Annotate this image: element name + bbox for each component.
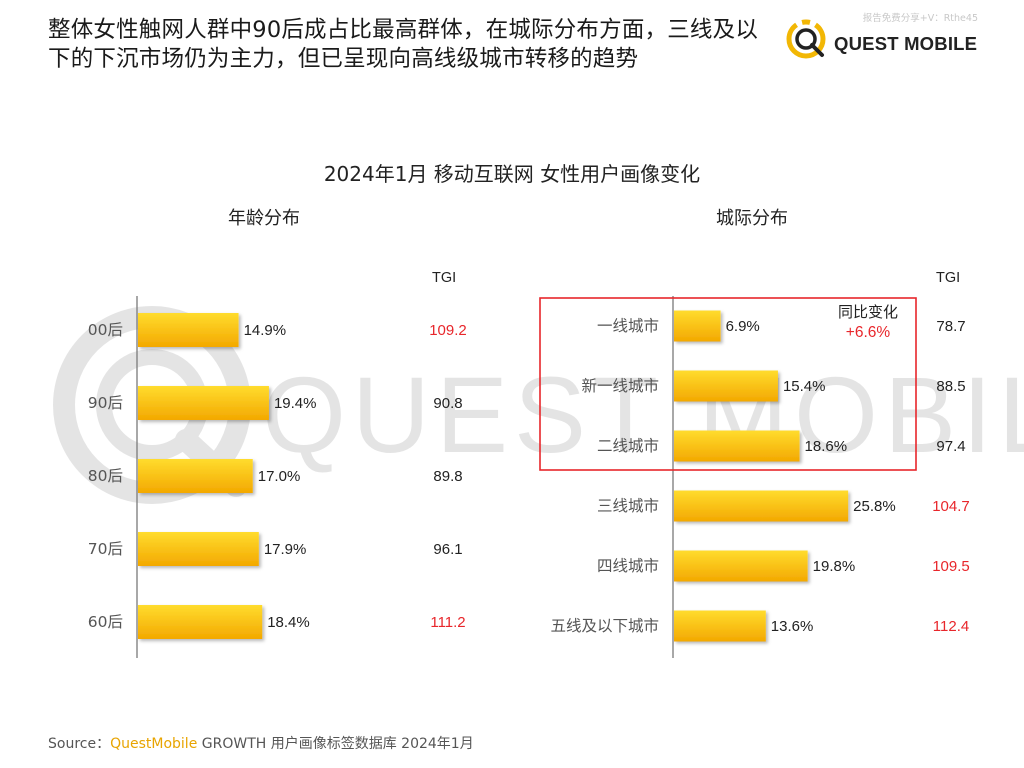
city-category-label: 四线城市	[597, 557, 659, 575]
city-value-label: 19.8%	[813, 558, 856, 575]
city-category-label: 三线城市	[597, 497, 659, 515]
city-value-label: 13.6%	[771, 618, 814, 635]
age-tgi-value: 90.8	[433, 395, 462, 412]
city-category-label: 二线城市	[597, 437, 659, 455]
age-tgi-value: 109.2	[429, 322, 467, 339]
city-value-label: 6.9%	[726, 318, 760, 335]
age-bar	[138, 459, 253, 493]
age-tgi-value: 89.8	[433, 468, 462, 485]
city-panel-title: 城际分布	[716, 208, 788, 229]
city-category-label: 五线及以下城市	[550, 617, 659, 635]
age-bar	[138, 532, 259, 566]
age-distribution-chart: 00后 14.9% 109.2 90后 19.4% 90.8 80后 17.0% 89.8 70后…	[88, 296, 467, 658]
age-value-label: 14.9%	[244, 322, 287, 339]
city-value-label: 25.8%	[853, 498, 896, 515]
source-prefix: Source：	[48, 736, 111, 752]
age-tgi-header: TGI	[432, 270, 457, 286]
logo-mark-icon	[786, 19, 826, 59]
city-bar	[674, 550, 808, 582]
age-category-label: 90后	[88, 394, 123, 412]
city-bar	[674, 610, 766, 642]
age-category-label: 60后	[88, 613, 123, 631]
city-highlight-box	[539, 297, 917, 471]
city-tgi-header: TGI	[936, 270, 961, 286]
age-bar	[138, 313, 239, 347]
source-suffix: GROWTH 用户画像标签数据库 2024年1月	[197, 736, 474, 752]
city-value-label: 18.6%	[805, 438, 848, 455]
city-category-label: 新一线城市	[581, 377, 659, 395]
age-category-label: 80后	[88, 467, 123, 485]
age-value-label: 17.0%	[258, 468, 301, 485]
age-tgi-value: 111.2	[430, 614, 465, 631]
logo-text: QUEST MOBILE	[834, 33, 978, 54]
city-tgi-value: 88.5	[936, 378, 965, 395]
city-tgi-value: 97.4	[936, 438, 965, 455]
city-distribution-chart: 一线城市 6.9% 78.7 新一线城市 15.4% 88.5 二线城市 18.6% 97.4 三…	[539, 296, 970, 658]
share-watermark: 报告免费分享+V：Rthe45	[862, 13, 978, 24]
city-annotation-label: 同比变化	[838, 303, 898, 321]
city-bar	[674, 490, 849, 522]
age-bar	[138, 605, 263, 639]
age-value-label: 19.4%	[274, 395, 317, 412]
age-category-label: 00后	[88, 321, 123, 339]
city-tgi-value: 104.7	[932, 498, 970, 515]
chart-title: 2024年1月 移动互联网 女性用户画像变化	[323, 162, 701, 186]
page-headline: 整体女性触网人群中90后成占比最高群体，在城际分布方面，三线及以下的下沉市场仍为…	[48, 17, 759, 72]
city-value-label: 15.4%	[783, 378, 826, 395]
source-note: Source：QuestMobile GROWTH 用户画像标签数据库 2024…	[48, 733, 474, 753]
age-tgi-value: 96.1	[433, 541, 462, 558]
city-bar	[674, 370, 778, 402]
age-value-label: 18.4%	[267, 614, 310, 631]
city-tgi-value: 112.4	[933, 618, 969, 635]
city-bar	[674, 430, 800, 462]
age-panel-title: 年龄分布	[228, 208, 300, 229]
city-category-label: 一线城市	[597, 317, 659, 335]
age-bar	[138, 386, 269, 420]
city-tgi-value: 109.5	[932, 558, 970, 575]
city-bar	[674, 310, 721, 342]
age-category-label: 70后	[88, 540, 123, 558]
source-brand: QuestMobile	[110, 736, 198, 752]
quest-mobile-logo: QUEST MOBILE	[782, 13, 982, 65]
city-tgi-value: 78.7	[936, 318, 965, 335]
age-value-label: 17.9%	[264, 541, 307, 558]
city-annotation-value: +6.6%	[846, 324, 891, 341]
